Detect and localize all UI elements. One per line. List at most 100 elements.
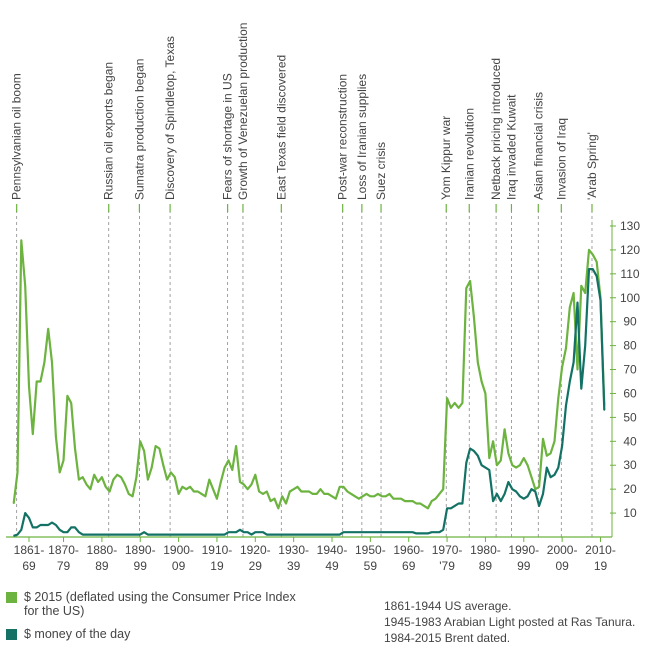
data-point-real: [511, 464, 513, 466]
data-point-nominal: [369, 531, 371, 533]
data-point-real: [461, 402, 463, 404]
data-point-nominal: [258, 531, 260, 533]
data-point-real: [304, 490, 306, 493]
data-point-nominal: [515, 490, 517, 493]
data-point-real: [281, 495, 283, 497]
data-point-nominal: [262, 531, 264, 533]
data-point-real: [573, 292, 575, 294]
data-point-nominal: [381, 531, 383, 533]
data-point-real: [365, 493, 368, 495]
data-point-nominal: [89, 534, 91, 536]
data-point-real: [500, 459, 502, 461]
data-point-real: [227, 459, 230, 461]
data-point-nominal: [511, 488, 513, 490]
data-point-nominal: [596, 275, 598, 277]
x-tick-label-line1: 1970-: [432, 543, 463, 557]
data-point-real: [66, 395, 68, 397]
data-point-nominal: [496, 493, 498, 495]
data-point-nominal: [565, 404, 567, 406]
data-point-real: [93, 474, 95, 476]
data-point-real: [16, 471, 19, 473]
data-point-real: [392, 498, 394, 500]
data-point-nominal: [530, 488, 533, 490]
data-point-real: [166, 479, 168, 481]
data-point-nominal: [32, 526, 34, 529]
data-point-nominal: [116, 534, 118, 536]
data-point-real: [43, 361, 46, 363]
data-point-real: [193, 490, 195, 493]
data-point-real: [178, 493, 180, 495]
data-point-nominal: [573, 361, 575, 363]
data-point-nominal: [569, 380, 571, 383]
data-point-real: [39, 380, 42, 383]
data-point-nominal: [166, 534, 168, 536]
x-tick-label-line1: 1930-: [278, 543, 309, 557]
data-point-nominal: [285, 534, 287, 536]
data-point-nominal: [281, 534, 283, 536]
data-point-real: [78, 479, 80, 481]
x-tick-label-line1: 1880-: [87, 543, 118, 557]
data-point-nominal: [24, 512, 26, 514]
data-point-nominal: [446, 507, 448, 509]
data-point-nominal: [427, 532, 429, 535]
data-point-real: [89, 488, 91, 490]
series-line-real: [12, 239, 606, 510]
data-point-real: [553, 440, 556, 442]
data-point-nominal: [47, 524, 49, 526]
oil-price-chart: Pennsylvanian oil boom Russian oil export…: [6, 23, 641, 573]
data-point-real: [74, 447, 76, 450]
event-label: Iraq invaded Kuwait: [504, 94, 518, 200]
chart-svg: Pennsylvanian oil boom Russian oil export…: [6, 23, 641, 573]
legend-item-nominal-price: $ money of the day: [6, 627, 130, 641]
data-point-real: [362, 495, 364, 497]
data-point-nominal: [461, 502, 463, 505]
data-point-nominal: [289, 534, 291, 536]
data-point-real: [162, 464, 164, 466]
data-point-nominal: [576, 302, 579, 304]
data-point-nominal: [135, 534, 137, 536]
data-point-nominal: [51, 522, 53, 524]
event-label: Discovery of Spindletop, Texas: [163, 36, 177, 200]
data-point-real: [289, 490, 291, 493]
x-tick-label-line2: 89: [95, 559, 109, 573]
series-layer: [12, 239, 606, 537]
y-tick-label: 60: [623, 386, 637, 400]
y-tick-label: 80: [623, 339, 637, 353]
event-label: Invasion of Iraq: [554, 118, 568, 200]
x-tick-label-line2: 79: [57, 559, 71, 573]
data-point-nominal: [204, 534, 206, 536]
event-label: Netback pricing introduced: [489, 58, 503, 200]
data-point-real: [385, 495, 387, 497]
data-point-nominal: [550, 476, 552, 478]
data-point-real: [523, 457, 525, 459]
data-point-real: [481, 380, 483, 383]
label-layer: Pennsylvanian oil boom Russian oil export…: [10, 23, 641, 573]
data-point-nominal: [78, 531, 80, 533]
data-point-real: [82, 476, 84, 478]
data-point-nominal: [492, 500, 494, 502]
data-point-real: [557, 397, 559, 399]
data-point-real: [484, 392, 486, 395]
data-point-real: [323, 493, 325, 495]
data-point-real: [308, 490, 310, 493]
data-point-real: [258, 490, 260, 493]
data-point-real: [596, 261, 598, 263]
data-point-real: [504, 428, 506, 430]
data-point-nominal: [327, 534, 329, 536]
data-point-nominal: [70, 526, 72, 529]
data-point-nominal: [584, 345, 586, 347]
data-point-real: [51, 361, 53, 363]
y-tick-label: 10: [623, 506, 637, 520]
data-point-nominal: [20, 529, 22, 531]
data-point-nominal: [358, 531, 360, 533]
data-point-real: [158, 447, 160, 450]
data-point-real: [388, 493, 391, 495]
y-tick-label: 50: [623, 410, 637, 424]
data-point-real: [62, 459, 65, 461]
data-point-real: [216, 498, 218, 500]
data-point-real: [412, 500, 414, 502]
data-point-real: [534, 488, 536, 490]
note-line-3: 1984-2015 Brent dated.: [384, 631, 511, 645]
data-point-real: [454, 402, 456, 404]
data-point-nominal: [412, 531, 414, 533]
